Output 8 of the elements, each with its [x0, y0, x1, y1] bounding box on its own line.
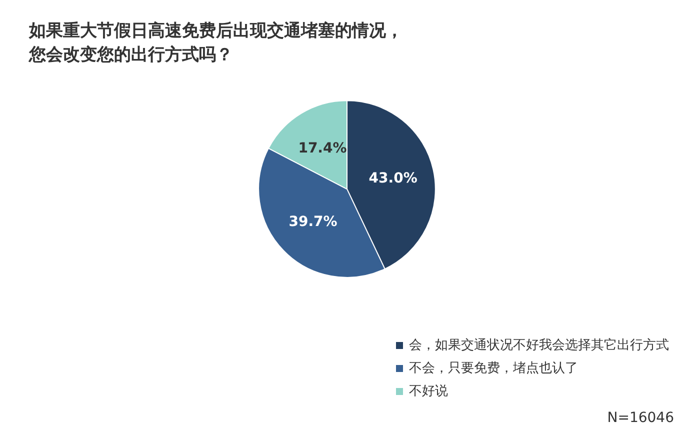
data-label: 39.7%	[288, 214, 338, 230]
legend-label: 不好说	[409, 384, 448, 399]
chart-title: 如果重大节假日高速免费后出现交通堵塞的情况，您会改变您的出行方式吗？	[28, 21, 403, 65]
data-label: 17.4%	[298, 140, 347, 157]
text: N=16046	[607, 410, 674, 426]
data-label: 43.0%	[368, 170, 418, 187]
legend-label: 不会，只要免费，堵点也认了	[409, 361, 578, 376]
legend-label: 会，如果交通状况不好我会选择其它出行方式	[409, 337, 669, 353]
